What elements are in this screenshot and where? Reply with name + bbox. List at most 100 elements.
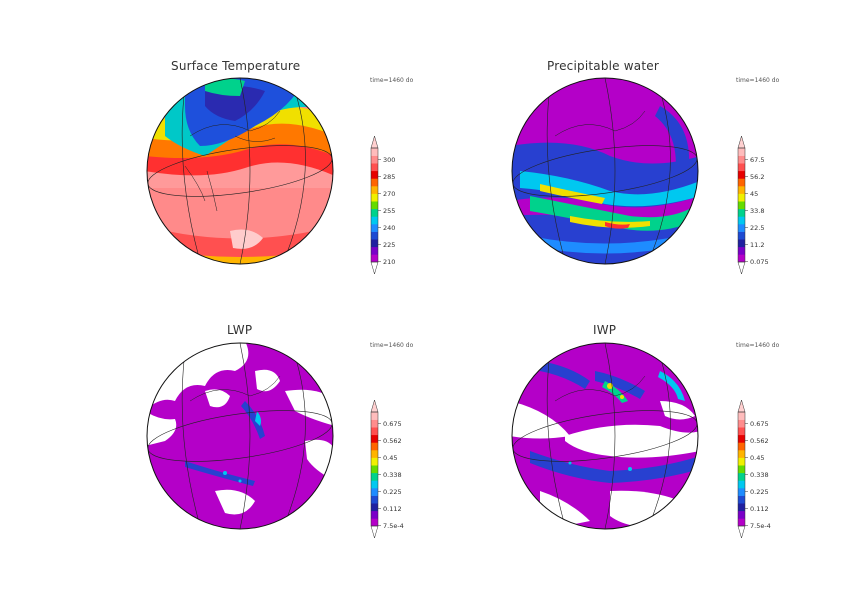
tick-label: 0.225 bbox=[750, 488, 769, 496]
tick-label: 0.562 bbox=[750, 437, 769, 445]
colorbar-swatch bbox=[738, 442, 745, 451]
colorbar-lwp: 0.675 0.562 0.45 0.338 0.225 0.112 7.5e-… bbox=[370, 399, 404, 539]
colorbar-swatch bbox=[371, 503, 378, 512]
colorbar-swatch bbox=[371, 465, 378, 474]
colorbar-swatch bbox=[371, 427, 378, 436]
colorbar-swatch bbox=[738, 216, 745, 225]
colorbar-swatch bbox=[738, 465, 745, 474]
panel-title-surface-temperature: Surface Temperature bbox=[171, 59, 301, 73]
colorbar-outline bbox=[737, 147, 746, 263]
colorbar-swatch bbox=[371, 450, 378, 458]
colorbar-outline bbox=[370, 411, 379, 527]
tick-label: 45 bbox=[750, 190, 758, 198]
tick-label: 56.2 bbox=[750, 173, 764, 181]
colorbar-swatch bbox=[738, 148, 745, 156]
colorbar-swatch bbox=[371, 442, 378, 451]
tick-label: 33.8 bbox=[750, 207, 764, 215]
colorbar-arrow-top bbox=[370, 135, 379, 149]
tick-label: 285 bbox=[383, 173, 395, 181]
colorbar-swatch bbox=[738, 201, 745, 210]
colorbar-arrow-bottom bbox=[370, 261, 379, 275]
tick-label: 0.45 bbox=[750, 454, 764, 462]
colorbar-outline bbox=[370, 147, 379, 263]
colorbar-swatch bbox=[371, 186, 378, 194]
tick-label: 7.5e-4 bbox=[383, 522, 404, 530]
colorbar-arrow-top bbox=[737, 135, 746, 149]
tick-label: 7.5e-4 bbox=[750, 522, 771, 530]
tick-label: 0.225 bbox=[383, 488, 402, 496]
colorbar-swatch bbox=[371, 480, 378, 489]
panel-title-lwp: LWP bbox=[227, 323, 253, 337]
colorbar-swatch bbox=[738, 231, 745, 240]
tick-label: 255 bbox=[383, 207, 395, 215]
colorbar-swatch bbox=[738, 427, 745, 436]
colorbar-swatch bbox=[738, 155, 745, 164]
tick-label: 240 bbox=[383, 224, 395, 232]
tick-label: 270 bbox=[383, 190, 395, 198]
tick-label: 0.562 bbox=[383, 437, 402, 445]
colorbar-swatch bbox=[371, 148, 378, 156]
colorbar-swatch bbox=[738, 170, 745, 179]
colorbar-swatch bbox=[738, 450, 745, 458]
colorbar-swatch bbox=[738, 518, 745, 527]
colorbar-arrow-bottom bbox=[370, 525, 379, 539]
tick-label: 22.5 bbox=[750, 224, 764, 232]
colorbar-arrow-top bbox=[737, 399, 746, 413]
colorbar-swatch bbox=[371, 231, 378, 240]
colorbar-swatch bbox=[738, 419, 745, 428]
colorbar-swatch bbox=[738, 503, 745, 512]
tick-label: 0.112 bbox=[750, 505, 769, 513]
time-label-surface-temperature: time=1460 do bbox=[370, 77, 414, 84]
tick-label: 210 bbox=[383, 258, 395, 266]
panel-title-iwp: IWP bbox=[593, 323, 617, 337]
globe-lwp bbox=[146, 342, 334, 530]
colorbar-swatch bbox=[738, 412, 745, 420]
globe-precipitable-water bbox=[511, 77, 699, 265]
colorbar-swatch bbox=[738, 224, 745, 232]
globe-surface-temperature bbox=[146, 77, 334, 265]
colorbar-arrow-bottom bbox=[737, 525, 746, 539]
colorbar-swatch bbox=[738, 472, 745, 481]
time-label-iwp: time=1460 do bbox=[736, 342, 780, 349]
colorbar-swatch bbox=[371, 239, 378, 248]
colorbar-swatch bbox=[738, 186, 745, 194]
colorbar-swatch bbox=[371, 193, 378, 202]
tick-label: 0.075 bbox=[750, 258, 769, 266]
colorbar-swatch bbox=[738, 254, 745, 263]
colorbar-precipitable-water: 67.5 56.2 45 33.8 22.5 11.2 0.075 bbox=[737, 135, 769, 275]
colorbar-swatch bbox=[371, 208, 378, 217]
colorbar-arrow-bottom bbox=[737, 261, 746, 275]
colorbar-swatch bbox=[371, 201, 378, 210]
colorbar-swatch bbox=[371, 216, 378, 225]
colorbar-swatch bbox=[738, 178, 745, 187]
colorbar-swatch bbox=[371, 178, 378, 187]
colorbar-swatch bbox=[738, 480, 745, 489]
tick-label: 0.338 bbox=[750, 471, 769, 479]
tick-label: 225 bbox=[383, 241, 395, 249]
panel-title-precipitable-water: Precipitable water bbox=[547, 59, 659, 73]
colorbar-swatch bbox=[371, 434, 378, 443]
tick-label: 11.2 bbox=[750, 241, 764, 249]
colorbar-swatch bbox=[738, 193, 745, 202]
tick-label: 300 bbox=[383, 156, 395, 164]
colorbar-swatch bbox=[738, 239, 745, 248]
colorbar-swatch bbox=[371, 224, 378, 232]
colorbar-swatch bbox=[371, 412, 378, 420]
colorbar-surface-temperature: 300 285 270 255 240 225 210 bbox=[370, 135, 395, 275]
time-label-precipitable-water: time=1460 do bbox=[736, 77, 780, 84]
colorbar-swatch bbox=[371, 170, 378, 179]
colorbar-swatch bbox=[738, 246, 745, 255]
colorbar-swatch bbox=[738, 488, 745, 496]
colorbar-swatch bbox=[371, 457, 378, 466]
colorbar-swatch bbox=[371, 254, 378, 263]
colorbar-swatch bbox=[738, 434, 745, 443]
colorbar-swatch bbox=[371, 510, 378, 519]
colorbar-outline bbox=[737, 411, 746, 527]
colorbar-swatch bbox=[371, 495, 378, 504]
colorbar-swatch bbox=[371, 246, 378, 255]
tick-label: 0.675 bbox=[383, 420, 402, 428]
colorbar-swatch bbox=[371, 488, 378, 496]
tick-label: 67.5 bbox=[750, 156, 764, 164]
tick-label: 0.112 bbox=[383, 505, 402, 513]
tick-label: 0.338 bbox=[383, 471, 402, 479]
